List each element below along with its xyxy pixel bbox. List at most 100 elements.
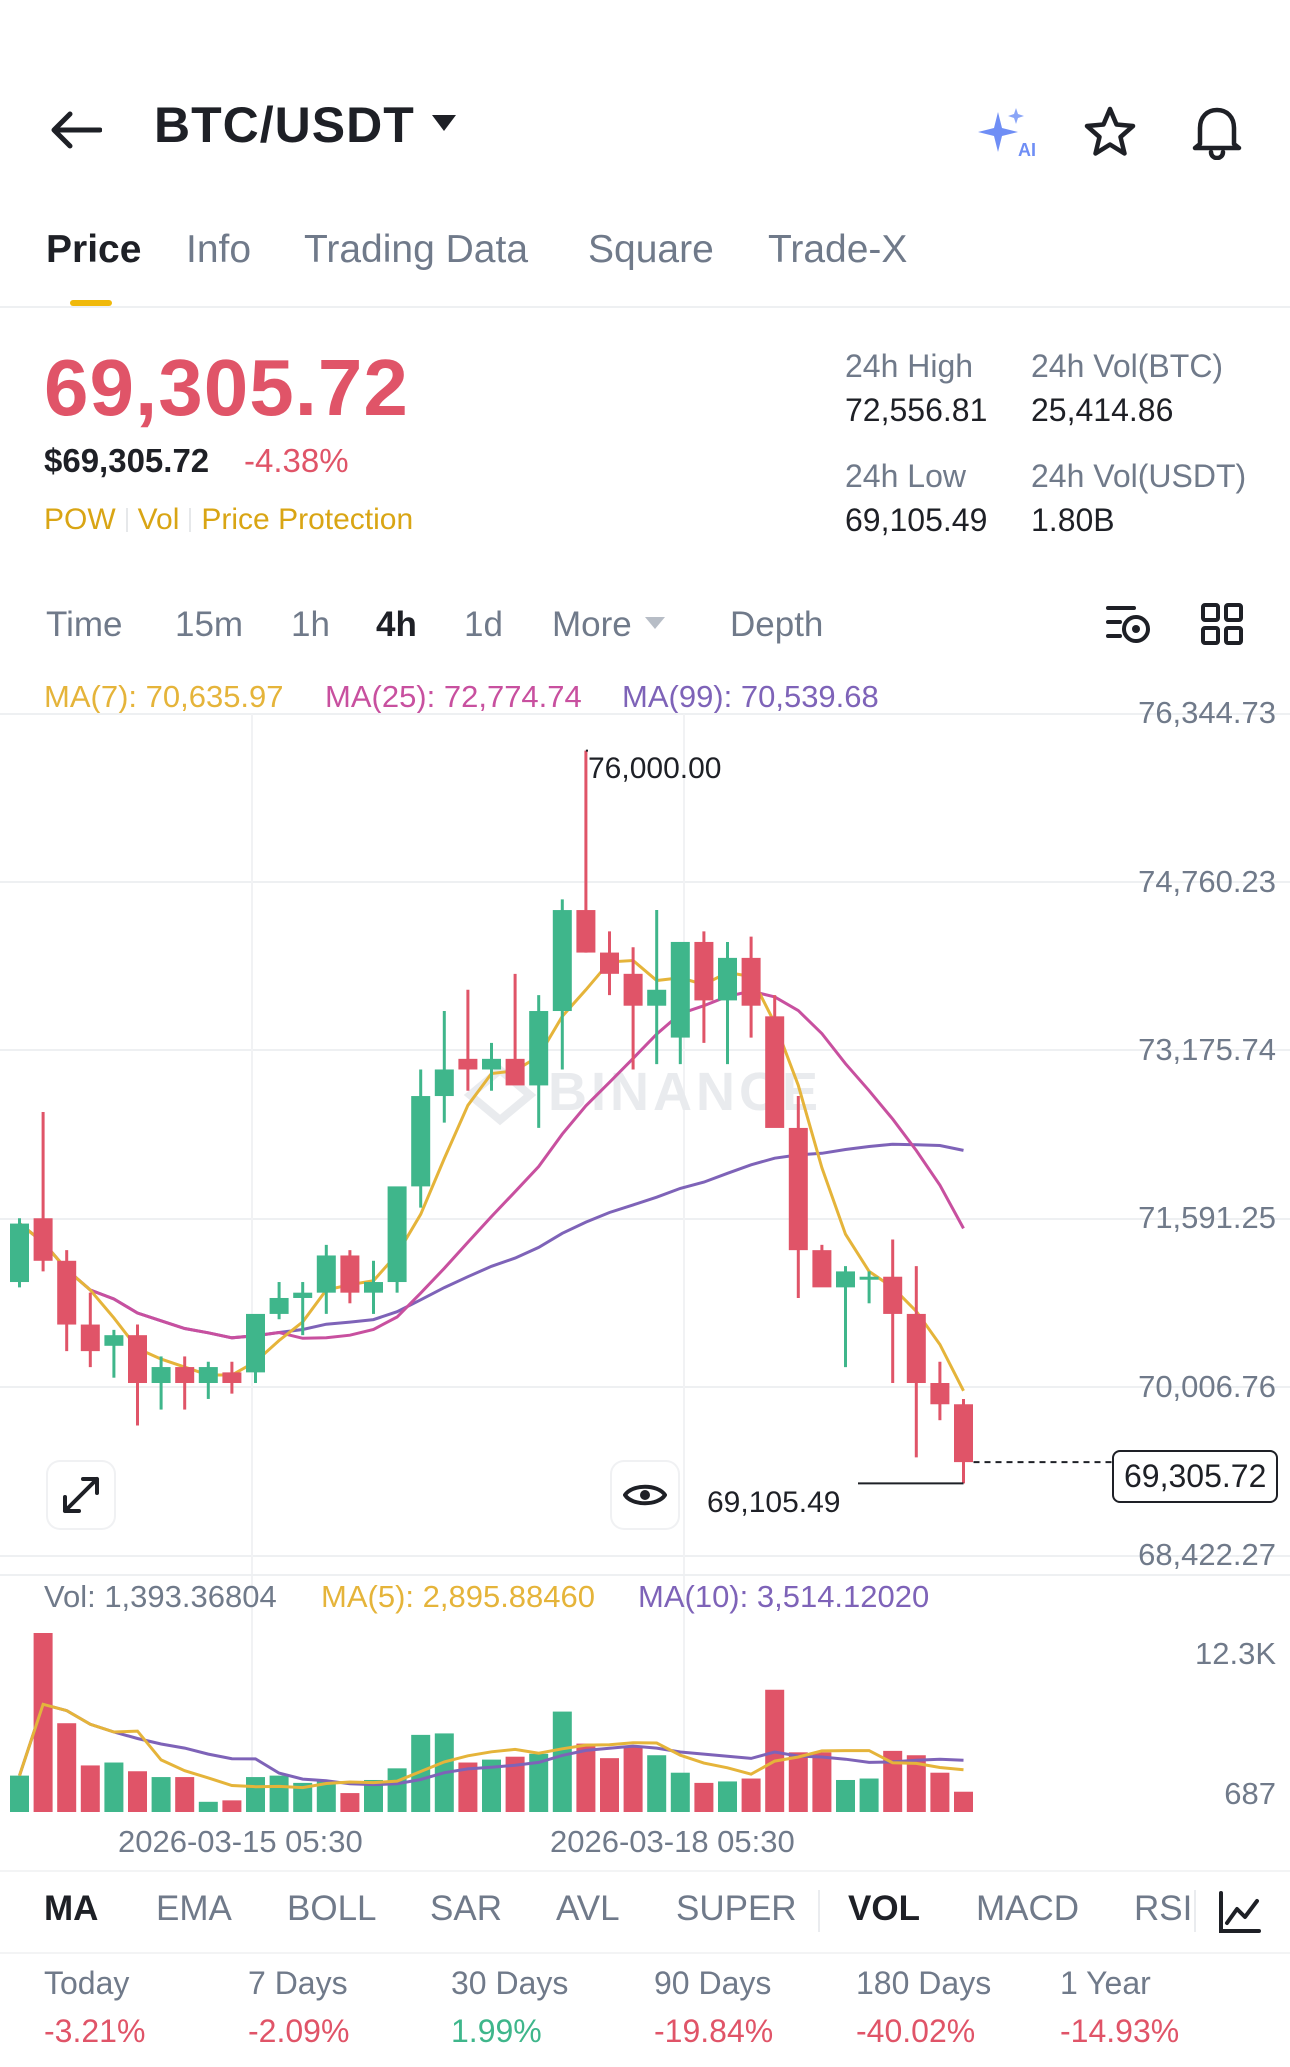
- tag-row: POW Vol Price Protection: [44, 503, 413, 537]
- candle-body: [600, 952, 619, 974]
- volume-bar: [10, 1775, 29, 1812]
- star-favorite-icon[interactable]: [1078, 100, 1142, 164]
- perf-label: 7 Days: [248, 1965, 348, 2001]
- volume-bar: [316, 1781, 336, 1812]
- vol-usdt-value: 1.80B: [1031, 502, 1115, 538]
- interval-time[interactable]: Time: [46, 605, 123, 644]
- perf-value: -3.21%: [44, 2013, 146, 2049]
- eye-visibility-icon[interactable]: [612, 1462, 678, 1528]
- change-percent: -4.38%: [244, 442, 349, 479]
- indicator-macd[interactable]: MACD: [976, 1889, 1080, 1928]
- ma25-label: MA(25): 72,774.74: [325, 679, 582, 714]
- tag-vol[interactable]: Vol: [137, 503, 180, 536]
- volume-bar: [670, 1772, 690, 1812]
- ai-badge-text: AI: [1018, 140, 1036, 160]
- usd-price: $69,305.72: [44, 442, 210, 479]
- vol-btc-label: 24h Vol(BTC): [1031, 348, 1224, 384]
- tag-pow[interactable]: POW: [44, 503, 116, 536]
- y-axis-label: 71,591.25: [1138, 1200, 1276, 1235]
- candle-body: [269, 1297, 289, 1314]
- candle-body: [930, 1383, 950, 1405]
- candle-body: [128, 1335, 147, 1384]
- ma7-label: MA(7): 70,635.97: [44, 679, 284, 714]
- volume-bar: [411, 1734, 431, 1812]
- volume-bar: [80, 1765, 100, 1812]
- interval-15m[interactable]: 15m: [175, 605, 244, 644]
- x-axis-label: 2026-03-15 05:30: [118, 1824, 363, 1859]
- candle-body: [57, 1260, 77, 1325]
- volume-bar: [175, 1777, 195, 1812]
- candle-body: [670, 941, 690, 1038]
- volume-bar: [906, 1755, 926, 1812]
- indicator-settings-icon[interactable]: [1212, 1884, 1268, 1940]
- tabs-divider: [0, 306, 1290, 308]
- indicator-super[interactable]: SUPER: [676, 1889, 797, 1928]
- tag-price-protection[interactable]: Price Protection: [201, 503, 414, 536]
- volume-bar: [128, 1771, 147, 1812]
- indicator-sar[interactable]: SAR: [430, 1889, 502, 1928]
- volume-bar: [600, 1758, 619, 1812]
- tab-trading-data[interactable]: Trading Data: [304, 228, 529, 271]
- interval-4h[interactable]: 4h: [376, 605, 417, 644]
- interval-1h[interactable]: 1h: [291, 605, 330, 644]
- volume-label: Vol: 1,393.36804: [44, 1579, 277, 1614]
- y-axis-label: 70,006.76: [1138, 1369, 1276, 1404]
- bell-alert-icon[interactable]: [1184, 98, 1250, 164]
- volume-bar: [954, 1791, 973, 1812]
- ma25-line: [18, 989, 965, 1340]
- tab-info[interactable]: Info: [186, 228, 252, 271]
- candle-body: [198, 1367, 218, 1384]
- interval-more[interactable]: More: [552, 605, 666, 645]
- candle-body: [505, 1058, 525, 1086]
- pair-selector[interactable]: BTC/USDT: [154, 96, 457, 154]
- candlestick-chart[interactable]: BINANCE: [0, 700, 1290, 1860]
- candle-body: [859, 1276, 879, 1280]
- indicator-avl[interactable]: AVL: [556, 1889, 620, 1928]
- indicator-rsi[interactable]: RSI: [1134, 1889, 1193, 1928]
- high-value: 72,556.81: [845, 392, 988, 428]
- ma99-line: [18, 1142, 964, 1340]
- tab-price[interactable]: Price: [46, 228, 142, 271]
- vol-usdt-label: 24h Vol(USDT): [1031, 458, 1247, 494]
- indicator-top-divider: [0, 1870, 1290, 1872]
- tab-trade-x[interactable]: Trade-X: [768, 228, 908, 271]
- indicator-ma[interactable]: MA: [44, 1889, 99, 1928]
- volume-bar: [57, 1723, 77, 1812]
- volume-ma5-label: MA(5): 2,895.88460: [321, 1579, 596, 1614]
- indicator-bottom-divider: [0, 1952, 1290, 1954]
- candle-body: [364, 1282, 383, 1293]
- high-label: 24h High: [845, 348, 974, 384]
- chart-settings-icon[interactable]: [1100, 598, 1156, 650]
- interval-depth[interactable]: Depth: [730, 605, 824, 644]
- perf-label: 1 Year: [1060, 1965, 1151, 2001]
- perf-value: -40.02%: [856, 2013, 976, 2049]
- y-axis-label: 68,422.27: [1138, 1537, 1276, 1572]
- tab-square[interactable]: Square: [588, 228, 714, 271]
- indicator-boll[interactable]: BOLL: [287, 1889, 377, 1928]
- candle-body: [647, 989, 667, 1006]
- candle-body: [482, 1058, 501, 1070]
- tab-active-indicator: [70, 300, 112, 306]
- candle-body: [765, 1016, 785, 1128]
- fullscreen-expand-icon[interactable]: [48, 1462, 114, 1528]
- volume-bar: [340, 1793, 360, 1812]
- indicator-vol[interactable]: VOL: [848, 1889, 920, 1928]
- back-arrow-icon[interactable]: [40, 100, 112, 160]
- perf-value: -14.93%: [1060, 2013, 1180, 2049]
- high-marker-label: 76,000.00: [588, 752, 722, 785]
- y-axis-label: 76,344.73: [1138, 695, 1276, 730]
- interval-1d[interactable]: 1d: [464, 605, 503, 644]
- layout-grid-icon[interactable]: [1196, 598, 1248, 650]
- interval-more-label: More: [552, 605, 632, 644]
- candle-body: [80, 1324, 100, 1352]
- volume-bar: [859, 1778, 879, 1812]
- last-price: 69,305.72: [44, 343, 409, 432]
- candle-body: [812, 1250, 832, 1288]
- candle-body: [293, 1292, 313, 1298]
- volume-bar: [812, 1752, 832, 1812]
- volume-bar: [364, 1779, 383, 1812]
- low-marker-label: 69,105.49: [707, 1486, 841, 1519]
- indicator-ema[interactable]: EMA: [156, 1889, 232, 1928]
- ai-sparkle-icon[interactable]: AI: [972, 102, 1042, 162]
- volume-bar: [788, 1752, 808, 1812]
